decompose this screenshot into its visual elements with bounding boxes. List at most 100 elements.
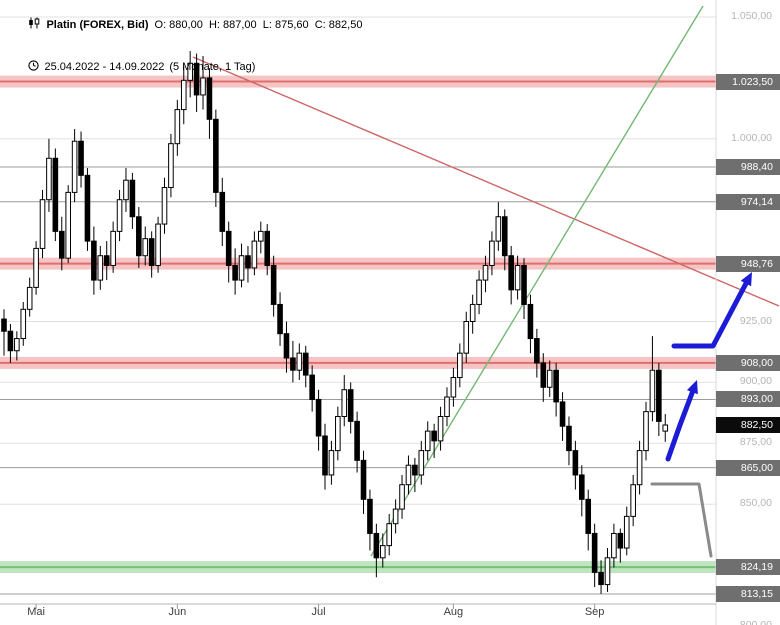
candle-down bbox=[534, 338, 540, 364]
candle-up bbox=[495, 216, 502, 242]
candle-up bbox=[46, 157, 52, 201]
candlestick-chart-icon bbox=[4, 5, 40, 44]
candle-down bbox=[277, 303, 283, 335]
candle-up bbox=[123, 179, 129, 201]
candle-up bbox=[187, 62, 193, 81]
projection-arrow-upper bbox=[671, 277, 751, 349]
candle-up bbox=[418, 450, 425, 476]
candle-up bbox=[662, 424, 669, 432]
candle-down bbox=[58, 230, 65, 259]
candle-up bbox=[546, 369, 553, 388]
candle-down bbox=[501, 216, 508, 257]
candle-down bbox=[347, 389, 354, 422]
candle-down bbox=[354, 420, 360, 461]
candle-down bbox=[206, 77, 213, 120]
candle-up bbox=[71, 140, 78, 193]
candle-down bbox=[591, 532, 598, 573]
header-row-period: 25.04.2022 - 14.09.2022 (5 Monate, 1 Tag… bbox=[4, 48, 362, 86]
candle-down bbox=[302, 352, 309, 376]
candle-down bbox=[245, 255, 251, 269]
candle-down bbox=[373, 532, 380, 559]
candle-down bbox=[540, 362, 547, 388]
level-lines-layer bbox=[0, 166, 716, 595]
candle-up bbox=[444, 396, 450, 418]
candle-up bbox=[296, 352, 303, 371]
candle-down bbox=[84, 174, 91, 242]
candle-up bbox=[200, 77, 206, 96]
candle-up bbox=[386, 523, 392, 547]
candle-up bbox=[630, 484, 636, 517]
instrument-title: Platin (FOREX, Bid) bbox=[46, 18, 149, 31]
candle-down bbox=[585, 498, 592, 534]
timeframe: (5 Monate, 1 Tag) bbox=[169, 61, 256, 73]
candle-down bbox=[148, 238, 155, 266]
candle-down bbox=[213, 118, 219, 193]
candle-up bbox=[482, 264, 489, 281]
candle-down bbox=[572, 450, 579, 476]
candle-down bbox=[225, 230, 232, 266]
candle-up bbox=[643, 411, 649, 452]
candle-up bbox=[33, 247, 39, 288]
chart-header: Platin (FOREX, Bid) O: 880,00 H: 887,00 … bbox=[4, 5, 362, 86]
candle-down bbox=[193, 62, 200, 96]
candle-up bbox=[514, 264, 521, 291]
candle-down bbox=[431, 430, 437, 442]
candle-down bbox=[103, 255, 110, 266]
candle-up bbox=[238, 255, 245, 281]
candle-up bbox=[110, 230, 116, 266]
candle-up bbox=[26, 286, 33, 310]
candle-down bbox=[129, 179, 136, 218]
candle-down bbox=[617, 532, 624, 549]
candle-up bbox=[450, 377, 457, 398]
candle-up bbox=[155, 223, 161, 266]
candle-down bbox=[508, 255, 514, 291]
alternative-scenario-path bbox=[650, 482, 713, 558]
axes-layer bbox=[0, 0, 717, 625]
annotations-layer bbox=[650, 272, 752, 558]
candle-down bbox=[91, 240, 97, 281]
candle-down bbox=[315, 398, 322, 437]
candle-down bbox=[52, 157, 59, 232]
candle-down bbox=[579, 474, 585, 500]
candle-down bbox=[553, 369, 559, 403]
candle-up bbox=[424, 430, 431, 452]
candle-up bbox=[341, 389, 348, 418]
candle-down bbox=[270, 264, 277, 305]
candle-up bbox=[437, 416, 444, 442]
candle-up bbox=[14, 338, 20, 352]
candle-up bbox=[168, 143, 174, 189]
header-row-instrument: Platin (FOREX, Bid) O: 880,00 H: 887,00 … bbox=[4, 5, 362, 44]
candle-up bbox=[405, 464, 412, 486]
candle-down bbox=[264, 230, 271, 266]
candle-down bbox=[1, 318, 7, 332]
candle-down bbox=[232, 264, 238, 281]
candle-up bbox=[258, 230, 264, 242]
candle-down bbox=[219, 191, 226, 232]
candle-down bbox=[521, 264, 527, 305]
candle-up bbox=[476, 279, 482, 305]
candle-up bbox=[457, 352, 463, 379]
date-range: 25.04.2022 - 14.09.2022 bbox=[44, 61, 165, 73]
downtrend-line bbox=[192, 56, 780, 307]
candle-down bbox=[559, 401, 566, 427]
candle-up bbox=[328, 450, 335, 476]
uptrend-line bbox=[370, 5, 704, 557]
clock-icon bbox=[4, 48, 40, 86]
candle-up bbox=[251, 240, 258, 269]
candle-up bbox=[39, 199, 46, 249]
candle-down bbox=[566, 425, 572, 452]
candle-up bbox=[116, 199, 123, 232]
candle-up bbox=[604, 557, 611, 586]
candle-down bbox=[360, 459, 367, 500]
candle-up bbox=[623, 515, 630, 549]
candle-up bbox=[65, 191, 72, 259]
candle-down bbox=[290, 357, 296, 371]
candle-down bbox=[322, 435, 328, 476]
candle-down bbox=[412, 464, 418, 476]
candle-up bbox=[20, 308, 27, 340]
candle-up bbox=[399, 484, 405, 510]
candle-up bbox=[379, 545, 386, 559]
trendlines-layer bbox=[192, 5, 780, 557]
